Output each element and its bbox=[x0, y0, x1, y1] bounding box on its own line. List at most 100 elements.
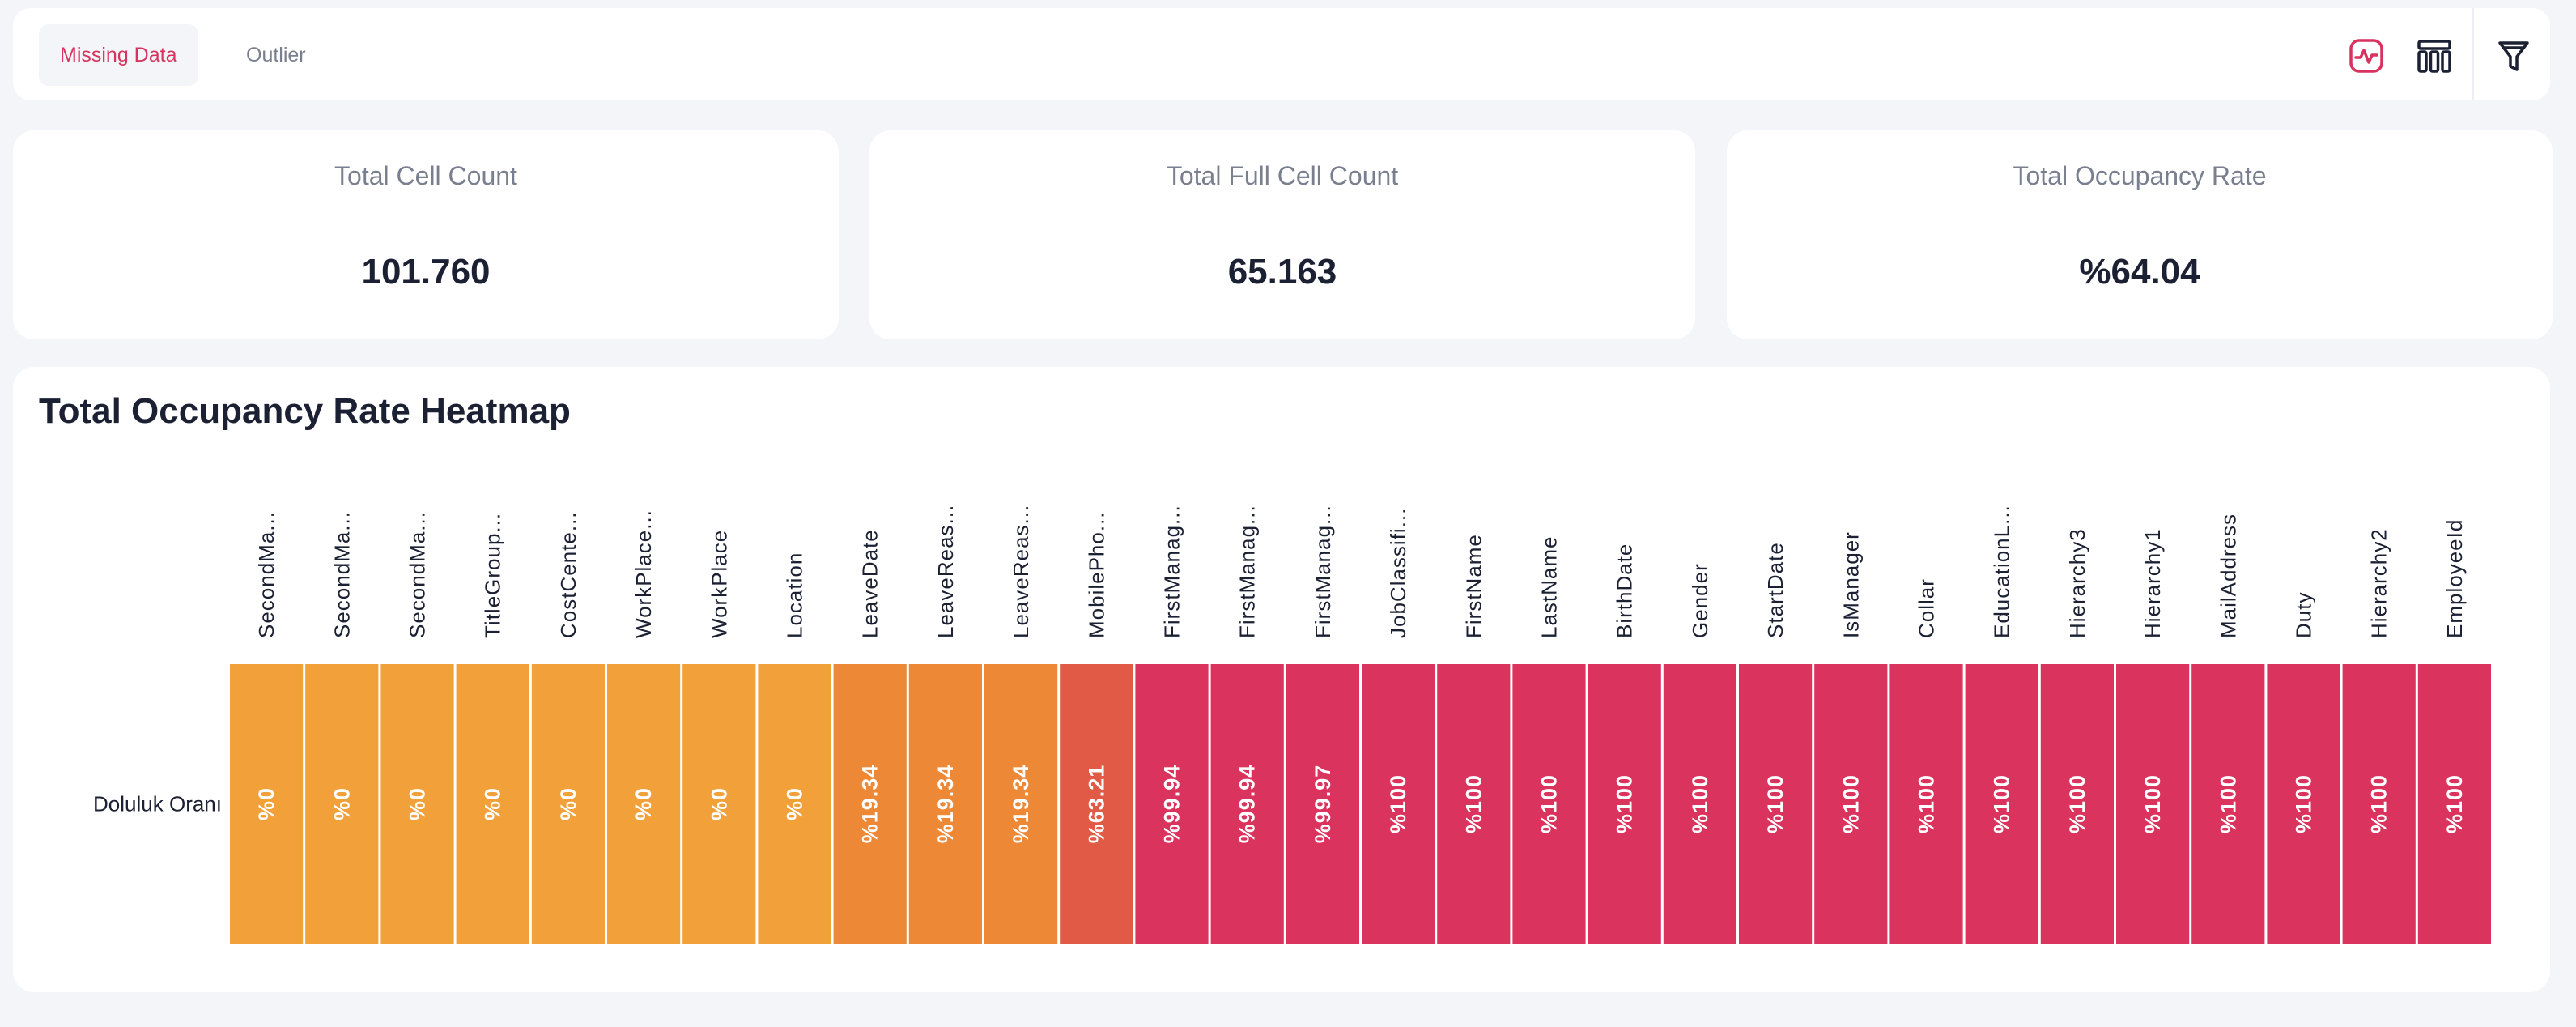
heatmap-column-label: Gender bbox=[1688, 563, 1712, 638]
heatmap-cell-label: %100 bbox=[2442, 774, 2467, 833]
heatmap-column-label: FirstManag... bbox=[1311, 505, 1335, 638]
total-cell-count-card: Total Cell Count 101.760 bbox=[13, 130, 839, 339]
heatmap-cell[interactable] bbox=[1965, 664, 2038, 944]
heatmap-column-label: Hierarchy1 bbox=[2140, 528, 2165, 638]
heatmap-cell-label: %0 bbox=[481, 787, 505, 820]
heatmap-cell[interactable] bbox=[456, 664, 529, 944]
heatmap-cell-label: %100 bbox=[2065, 774, 2089, 833]
heatmap-cell-label: %0 bbox=[329, 787, 354, 820]
heatmap-column-label: EmployeeId bbox=[2442, 519, 2467, 638]
heatmap-cell[interactable] bbox=[682, 664, 756, 944]
heatmap-column-label: SecondMa... bbox=[329, 511, 354, 638]
heatmap-column-label: SecondMa... bbox=[254, 511, 278, 638]
heatmap-cell[interactable] bbox=[2267, 664, 2340, 944]
heatmap-cell-label: %100 bbox=[2216, 774, 2240, 833]
heatmap-cell[interactable] bbox=[607, 664, 681, 944]
occupancy-heatmap: Doluluk Oranı SecondMa... %0 SecondMa... %0 S… bbox=[93, 505, 2491, 944]
heatmap-column-label: JobClassifi... bbox=[1386, 508, 1410, 638]
heatmap-row-label: Doluluk Oranı bbox=[93, 792, 222, 816]
heatmap-cell-label: %100 bbox=[2140, 774, 2165, 833]
heatmap-title: Total Occupancy Rate Heatmap bbox=[39, 391, 571, 431]
activity-button[interactable] bbox=[2343, 32, 2390, 79]
heatmap-cell[interactable] bbox=[1210, 664, 1284, 944]
heatmap-cell[interactable] bbox=[984, 664, 1058, 944]
card-value: 101.760 bbox=[361, 252, 491, 292]
heatmap-cell[interactable] bbox=[230, 664, 304, 944]
heatmap-cell[interactable] bbox=[1286, 664, 1359, 944]
heatmap-cell-label: %100 bbox=[1838, 774, 1863, 833]
heatmap-column-label: FirstName bbox=[1461, 534, 1486, 638]
heatmap-cell[interactable] bbox=[1814, 664, 1888, 944]
heatmap-cell[interactable] bbox=[2040, 664, 2114, 944]
heatmap-cell-label: %99.97 bbox=[1311, 765, 1335, 844]
card-label: Total Cell Count bbox=[334, 161, 517, 190]
columns-button[interactable] bbox=[2411, 32, 2458, 79]
tab-missing-data[interactable]: Missing Data bbox=[39, 24, 198, 86]
heatmap-cell[interactable] bbox=[1889, 664, 1963, 944]
heatmap-cell[interactable] bbox=[2417, 664, 2491, 944]
heatmap-cell[interactable] bbox=[1739, 664, 1813, 944]
heatmap-cell[interactable] bbox=[2342, 664, 2416, 944]
heatmap-cell-label: %100 bbox=[1613, 774, 1637, 833]
heatmap-cell-label: %100 bbox=[2367, 774, 2391, 833]
total-full-cell-count-card: Total Full Cell Count 65.163 bbox=[869, 130, 1695, 339]
heatmap-column-label: MobilePho... bbox=[1084, 511, 1108, 638]
heatmap-cell[interactable] bbox=[1663, 664, 1736, 944]
heatmap-cell[interactable] bbox=[305, 664, 379, 944]
heatmap-cell[interactable] bbox=[1362, 664, 1435, 944]
heatmap-cell-label: %100 bbox=[1386, 774, 1410, 833]
heatmap-cell-label: %100 bbox=[1763, 774, 1787, 833]
heatmap-panel: Total Occupancy Rate Heatmap Doluluk Ora… bbox=[13, 367, 2550, 992]
heatmap-cell-label: %0 bbox=[406, 787, 430, 820]
heatmap-cell-label: %19.34 bbox=[1009, 765, 1033, 844]
filter-icon bbox=[2498, 41, 2529, 71]
heatmap-cell-label: %100 bbox=[1461, 774, 1486, 833]
heatmap-column-label: WorkPlace... bbox=[631, 509, 656, 638]
card-label: Total Full Cell Count bbox=[1166, 161, 1399, 190]
heatmap-cell-label: %19.34 bbox=[858, 765, 882, 844]
heatmap-cell[interactable] bbox=[1060, 664, 1133, 944]
heatmap-cell-label: %99.94 bbox=[1160, 765, 1184, 844]
heatmap-cell[interactable] bbox=[833, 664, 907, 944]
heatmap-cell-label: %100 bbox=[2292, 774, 2316, 833]
heatmap-column-label: SecondMa... bbox=[406, 511, 430, 638]
heatmap-cell[interactable] bbox=[1437, 664, 1511, 944]
columns-icon bbox=[2417, 40, 2451, 73]
heatmap-cell-label: %19.34 bbox=[933, 765, 958, 844]
heatmap-cell-label: %0 bbox=[707, 787, 731, 820]
heatmap-column-label: FirstManag... bbox=[1235, 505, 1260, 638]
heatmap-cell-label: %100 bbox=[1537, 774, 1562, 833]
toolbar-divider bbox=[2472, 8, 2474, 100]
heatmap-cell[interactable] bbox=[2191, 664, 2265, 944]
heatmap-column-label: StartDate bbox=[1763, 542, 1787, 638]
heatmap-cell[interactable] bbox=[531, 664, 605, 944]
heatmap-column-label: IsManager bbox=[1838, 531, 1863, 638]
heatmap-cell-label: %0 bbox=[631, 787, 656, 820]
heatmap-cell-label: %100 bbox=[1915, 774, 1939, 833]
tab-outlier[interactable]: Outlier bbox=[246, 44, 306, 66]
heatmap-column-label: BirthDate bbox=[1613, 543, 1637, 638]
heatmap-cell[interactable] bbox=[908, 664, 982, 944]
heatmap-cell-label: %0 bbox=[254, 787, 278, 820]
heatmap-cell[interactable] bbox=[1135, 664, 1209, 944]
heatmap-cell[interactable] bbox=[1512, 664, 1586, 944]
heatmap-cell-label: %100 bbox=[1990, 774, 2014, 833]
heatmap-cell[interactable] bbox=[758, 664, 831, 944]
activity-icon bbox=[2349, 39, 2383, 73]
filter-button[interactable] bbox=[2490, 32, 2537, 79]
heatmap-column-label: CostCente... bbox=[556, 511, 580, 638]
heatmap-cell-label: %99.94 bbox=[1235, 765, 1260, 844]
heatmap-cell-label: %63.21 bbox=[1084, 765, 1108, 844]
heatmap-column-label: MailAddress bbox=[2216, 514, 2240, 638]
top-bar: Missing Data Outlier bbox=[13, 8, 2550, 100]
heatmap-cell[interactable] bbox=[1588, 664, 1661, 944]
heatmap-column-label: LastName bbox=[1537, 536, 1562, 639]
heatmap-column-label: Hierarchy2 bbox=[2367, 528, 2391, 638]
heatmap-cell-label: %0 bbox=[556, 787, 580, 820]
card-label: Total Occupancy Rate bbox=[2013, 161, 2267, 190]
card-value: 65.163 bbox=[1227, 252, 1337, 292]
heatmap-cell-label: %0 bbox=[783, 787, 807, 820]
heatmap-cell[interactable] bbox=[380, 664, 454, 944]
heatmap-column-label: Hierarchy3 bbox=[2065, 528, 2089, 638]
heatmap-cell[interactable] bbox=[2116, 664, 2190, 944]
